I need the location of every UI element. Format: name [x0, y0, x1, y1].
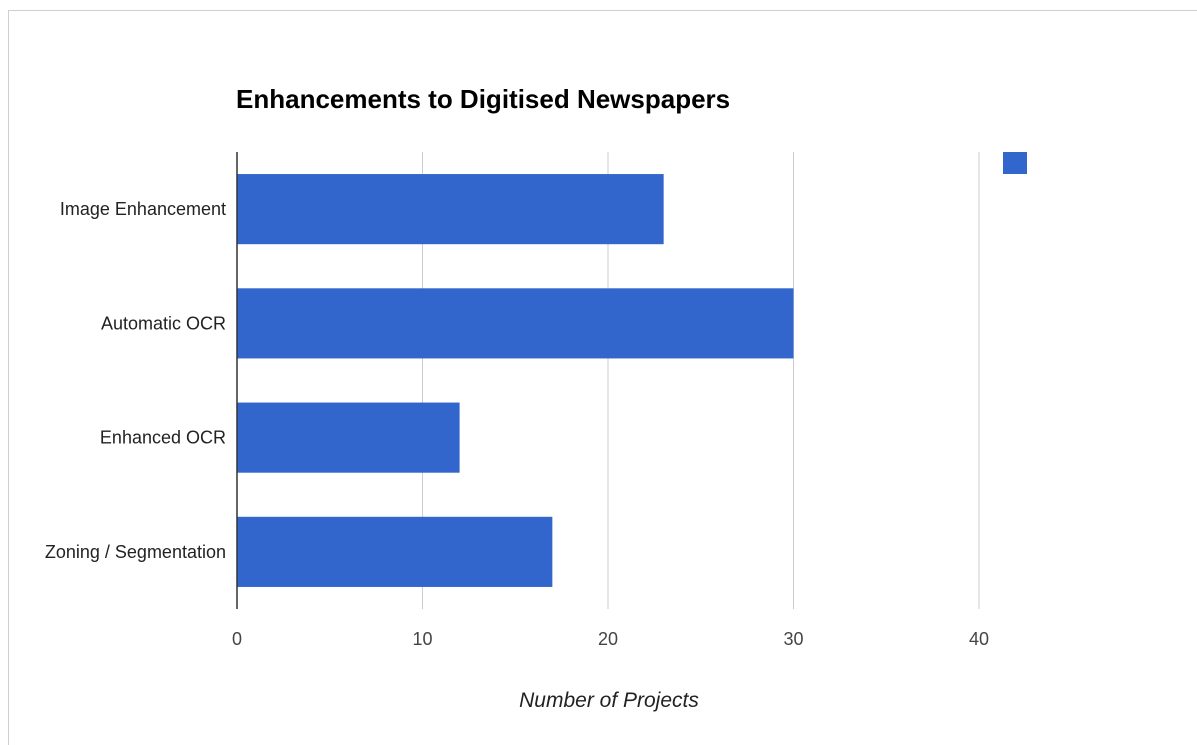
- category-labels: Image Enhancement Automatic OCR Enhanced O…: [45, 199, 226, 562]
- bar-enhanced-ocr: [237, 402, 460, 473]
- category-label: Image Enhancement: [60, 199, 226, 219]
- bars: [237, 174, 794, 587]
- x-tick-label: 0: [232, 629, 242, 649]
- x-tick-label: 40: [969, 629, 989, 649]
- x-tick-label: 20: [598, 629, 618, 649]
- category-label: Zoning / Segmentation: [45, 542, 226, 562]
- category-label: Enhanced OCR: [100, 428, 226, 448]
- bar-automatic-ocr: [237, 288, 794, 359]
- category-label: Automatic OCR: [101, 313, 226, 333]
- legend-swatch: [1003, 152, 1027, 174]
- bar-image-enhancement: [237, 174, 664, 245]
- chart-title: Enhancements to Digitised Newspapers: [236, 84, 730, 114]
- bar-zoning-segmentation: [237, 516, 553, 587]
- x-tick-label: 10: [412, 629, 432, 649]
- x-tick-labels: 0 10 20 30 40: [232, 629, 989, 649]
- chart-frame: [8, 10, 1197, 745]
- x-axis-title: Number of Projects: [519, 689, 699, 712]
- x-tick-label: 30: [783, 629, 803, 649]
